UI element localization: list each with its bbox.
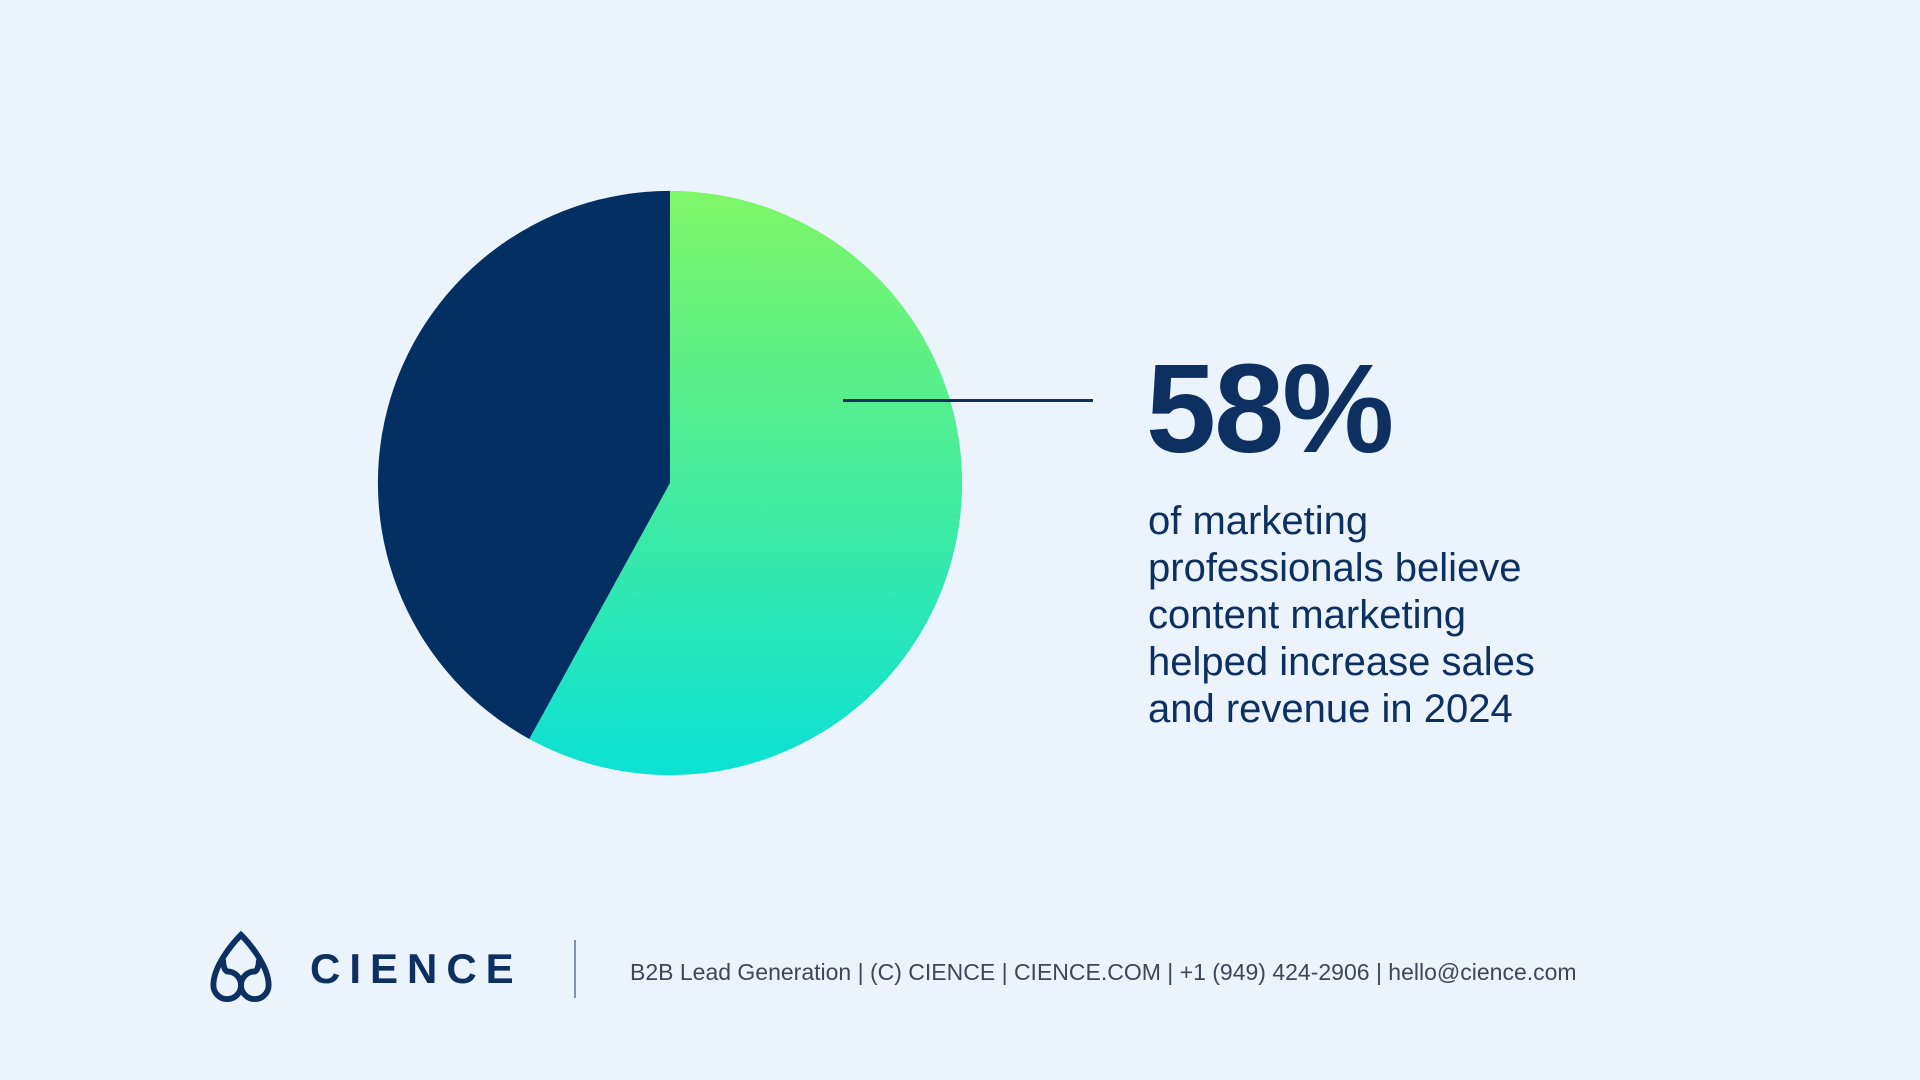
stat-value: 58%	[1146, 338, 1394, 479]
stat-description-line: of marketing	[1148, 499, 1369, 543]
cience-logo-icon	[210, 930, 272, 1002]
stat-description-line: helped increase sales	[1148, 640, 1535, 684]
pie-slice-remainder	[377, 190, 670, 739]
brand-wordmark: CIENCE	[310, 945, 523, 992]
footer-contact-info: B2B Lead Generation | (C) CIENCE | CIENC…	[630, 959, 1577, 985]
stat-description: of marketing professionals believe conte…	[1148, 498, 1535, 733]
stat-description-line: and revenue in 2024	[1148, 687, 1513, 731]
stat-description-line: content marketing	[1148, 593, 1466, 637]
pie-slice-highlighted	[529, 190, 963, 776]
callout-line	[843, 399, 1093, 402]
stat-description-line: professionals believe	[1148, 546, 1522, 590]
pie-chart	[377, 190, 963, 776]
footer-divider	[574, 940, 576, 998]
